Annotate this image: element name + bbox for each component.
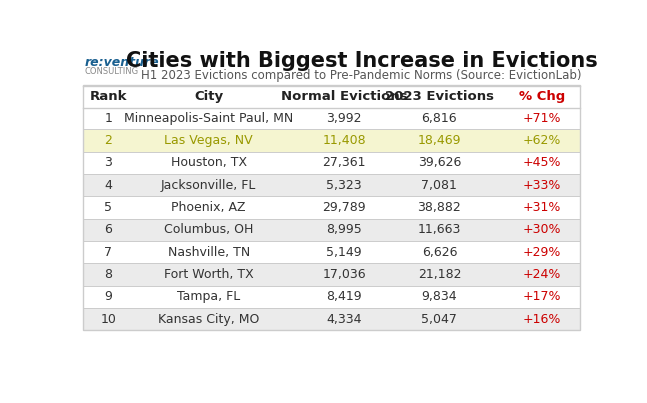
Text: % Chg: % Chg [519, 90, 565, 103]
Text: 21,182: 21,182 [418, 268, 461, 281]
Text: 7: 7 [104, 246, 113, 259]
FancyBboxPatch shape [83, 241, 580, 264]
Text: 8,419: 8,419 [326, 291, 362, 303]
Text: 11,663: 11,663 [418, 223, 461, 237]
Text: Cities with Biggest Increase in Evictions: Cities with Biggest Increase in Eviction… [126, 52, 598, 71]
Text: 4: 4 [105, 179, 113, 192]
Text: 27,361: 27,361 [322, 156, 366, 169]
Text: 4,334: 4,334 [326, 313, 362, 326]
Text: 8: 8 [104, 268, 113, 281]
Text: 10: 10 [100, 313, 116, 326]
Text: 5: 5 [104, 201, 113, 214]
Text: +17%: +17% [523, 291, 562, 303]
FancyBboxPatch shape [83, 152, 580, 174]
Text: +29%: +29% [523, 246, 562, 259]
Text: 5,047: 5,047 [421, 313, 457, 326]
Text: Tampa, FL: Tampa, FL [177, 291, 241, 303]
Text: Kansas City, MO: Kansas City, MO [158, 313, 259, 326]
Text: Jacksonville, FL: Jacksonville, FL [161, 179, 256, 192]
Text: +31%: +31% [523, 201, 562, 214]
Text: re:venture: re:venture [85, 56, 160, 69]
Text: Normal Evictions: Normal Evictions [281, 90, 408, 103]
Text: Minneapolis-Saint Paul, MN: Minneapolis-Saint Paul, MN [124, 112, 293, 125]
Text: CONSULTING: CONSULTING [85, 67, 139, 76]
Text: 9,834: 9,834 [422, 291, 457, 303]
Text: 11,408: 11,408 [322, 134, 366, 147]
Text: Columbus, OH: Columbus, OH [164, 223, 254, 237]
Text: 2: 2 [105, 134, 113, 147]
Text: 38,882: 38,882 [417, 201, 461, 214]
Text: City: City [194, 90, 223, 103]
Text: +71%: +71% [523, 112, 562, 125]
Text: +24%: +24% [523, 268, 562, 281]
FancyBboxPatch shape [83, 219, 580, 241]
Text: 1: 1 [105, 112, 113, 125]
FancyBboxPatch shape [83, 308, 580, 330]
Text: 2023 Evictions: 2023 Evictions [385, 90, 494, 103]
Text: 6,816: 6,816 [422, 112, 457, 125]
Text: +16%: +16% [523, 313, 562, 326]
Text: Nashville, TN: Nashville, TN [168, 246, 250, 259]
FancyBboxPatch shape [83, 129, 580, 152]
FancyBboxPatch shape [83, 264, 580, 286]
FancyBboxPatch shape [83, 174, 580, 196]
Text: 9: 9 [105, 291, 113, 303]
FancyBboxPatch shape [83, 107, 580, 129]
Text: 3,992: 3,992 [326, 112, 362, 125]
Text: 6,626: 6,626 [422, 246, 457, 259]
Text: +62%: +62% [523, 134, 562, 147]
Text: H1 2023 Evictions compared to Pre-Pandemic Norms (Source: EvictionLab): H1 2023 Evictions compared to Pre-Pandem… [142, 69, 582, 82]
Text: +33%: +33% [523, 179, 562, 192]
Text: Fort Worth, TX: Fort Worth, TX [164, 268, 254, 281]
Text: 8,995: 8,995 [326, 223, 362, 237]
Text: 17,036: 17,036 [322, 268, 366, 281]
FancyBboxPatch shape [83, 286, 580, 308]
Text: +30%: +30% [523, 223, 562, 237]
Text: 7,081: 7,081 [421, 179, 457, 192]
Text: Las Vegas, NV: Las Vegas, NV [164, 134, 253, 147]
Text: Rank: Rank [90, 90, 127, 103]
FancyBboxPatch shape [83, 196, 580, 219]
Text: 5,149: 5,149 [326, 246, 362, 259]
Text: +45%: +45% [523, 156, 562, 169]
Text: 6: 6 [105, 223, 113, 237]
Text: 29,789: 29,789 [322, 201, 366, 214]
Text: 3: 3 [105, 156, 113, 169]
Text: Phoenix, AZ: Phoenix, AZ [171, 201, 246, 214]
Text: Houston, TX: Houston, TX [171, 156, 247, 169]
Text: 39,626: 39,626 [418, 156, 461, 169]
FancyBboxPatch shape [83, 85, 580, 108]
Text: 18,469: 18,469 [418, 134, 461, 147]
Text: 5,323: 5,323 [326, 179, 362, 192]
